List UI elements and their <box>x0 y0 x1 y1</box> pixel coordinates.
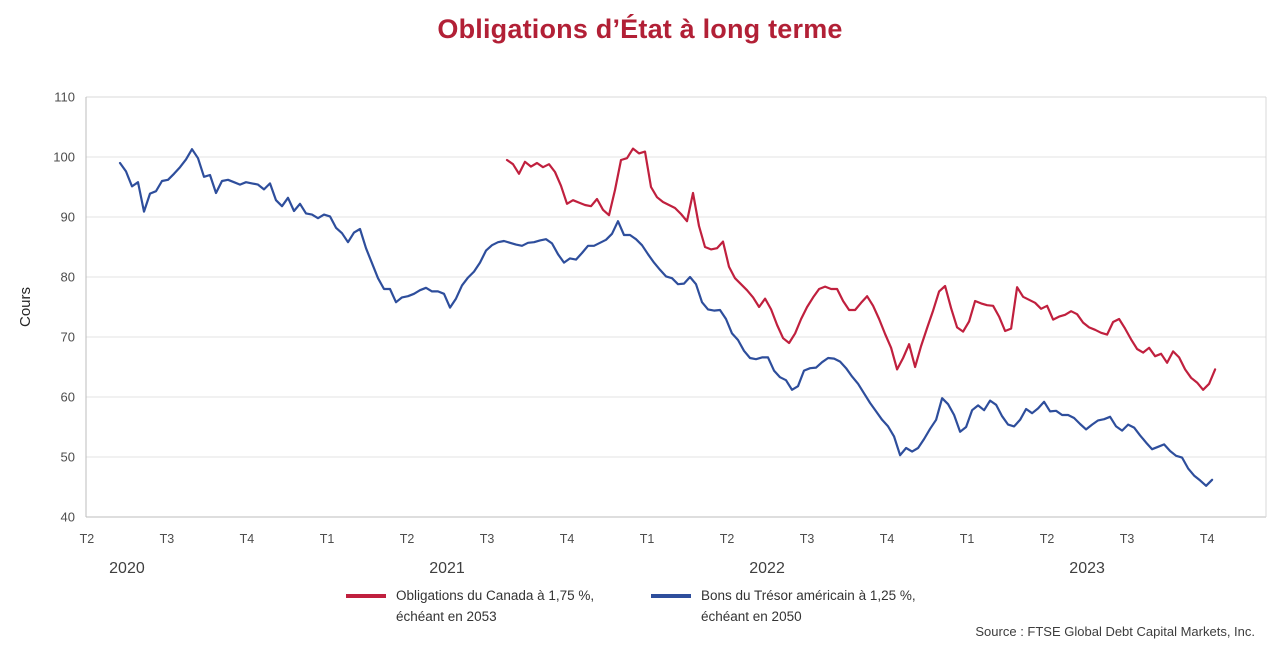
x-axis-year-label: 2022 <box>749 560 785 577</box>
x-axis-quarter-label: T4 <box>880 532 895 546</box>
x-axis-quarter-label: T3 <box>800 532 815 546</box>
series-line-us-treasury <box>118 148 1214 487</box>
x-axis-quarter-label: T4 <box>240 532 255 546</box>
x-axis-quarter-label: T2 <box>80 532 95 546</box>
x-axis-quarter-label: T3 <box>1120 532 1135 546</box>
x-axis-year-label: 2020 <box>109 560 145 577</box>
legend-swatch-us-treasury <box>651 594 691 598</box>
legend-item-us-treasury: Bons du Trésor américain à 1,25 %, échéa… <box>651 586 916 628</box>
legend-label-canada-line1: Obligations du Canada à 1,75 %, <box>396 588 595 603</box>
x-axis-quarter-label: T4 <box>560 532 575 546</box>
legend-item-canada-bond: Obligations du Canada à 1,75 %, échéant … <box>346 586 594 628</box>
source-note: Source : FTSE Global Debt Capital Market… <box>975 624 1255 639</box>
x-axis-year-label: 2023 <box>1069 560 1105 577</box>
x-axis-quarter-label: T3 <box>480 532 495 546</box>
legend-label-canada-bond: Obligations du Canada à 1,75 %, échéant … <box>396 586 594 628</box>
y-axis-tick-label: 40 <box>61 510 75 525</box>
y-axis-title: Cours <box>17 287 34 327</box>
y-axis-tick-label: 60 <box>61 390 75 405</box>
x-axis-quarter-label: T1 <box>640 532 655 546</box>
x-axis-quarter-label: T3 <box>160 532 175 546</box>
legend-label-us-treasury: Bons du Trésor américain à 1,25 %, échéa… <box>701 586 916 628</box>
y-axis-tick-label: 70 <box>61 330 75 345</box>
x-axis-year-label: 2021 <box>429 560 465 577</box>
x-axis-quarter-label: T2 <box>400 532 415 546</box>
x-axis-quarter-label: T1 <box>320 532 335 546</box>
y-axis-tick-label: 100 <box>53 150 75 165</box>
x-axis-quarter-label: T1 <box>960 532 975 546</box>
legend-label-us-line2: échéant en 2050 <box>701 608 802 624</box>
x-axis-quarter-label: T4 <box>1200 532 1215 546</box>
legend-label-us-line1: Bons du Trésor américain à 1,25 %, <box>701 588 916 603</box>
y-axis-tick-label: 80 <box>61 270 75 285</box>
y-axis-tick-label: 110 <box>54 90 75 105</box>
legend-label-canada-line2: échéant en 2053 <box>396 608 497 624</box>
x-axis-quarter-label: T2 <box>1040 532 1055 546</box>
legend-swatch-canada-bond <box>346 594 386 598</box>
y-axis-tick-label: 50 <box>61 450 75 465</box>
series-line-canada-bond <box>505 147 1217 391</box>
x-axis-quarter-label: T2 <box>720 532 735 546</box>
chart-title: Obligations d’État à long terme <box>437 14 843 44</box>
y-axis-tick-label: 90 <box>61 210 75 225</box>
